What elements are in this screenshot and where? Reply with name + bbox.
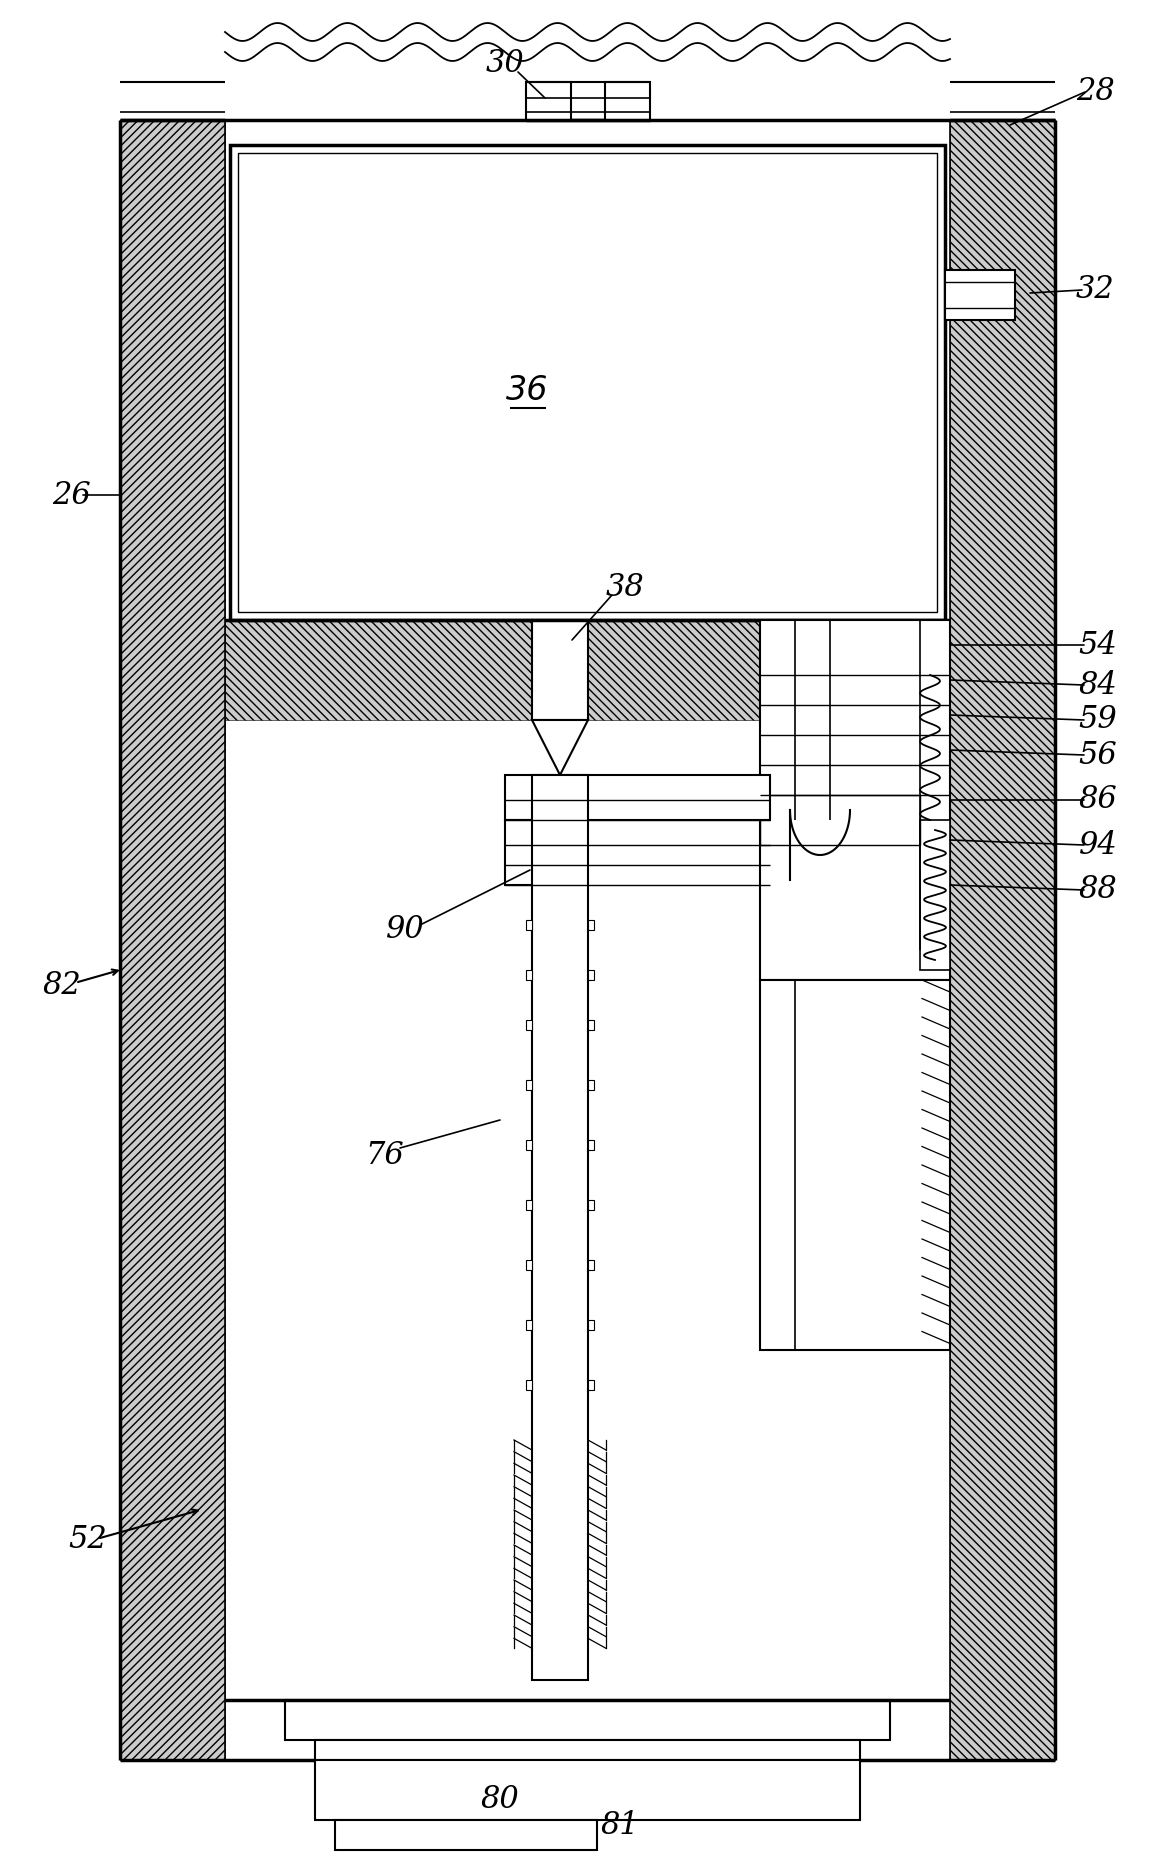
Bar: [315, 1739, 860, 1760]
Bar: [526, 969, 532, 980]
Bar: [760, 621, 794, 720]
Bar: [225, 885, 950, 1700]
Bar: [760, 980, 794, 1350]
Text: 94: 94: [1079, 829, 1117, 861]
Text: 76: 76: [365, 1139, 405, 1171]
Bar: [225, 621, 532, 720]
Polygon shape: [532, 720, 589, 775]
Bar: [532, 621, 589, 720]
Bar: [121, 119, 225, 1760]
Bar: [589, 1200, 594, 1210]
Bar: [589, 969, 594, 980]
Text: 86: 86: [1079, 785, 1117, 816]
Bar: [526, 1379, 532, 1391]
Bar: [505, 775, 770, 820]
Bar: [589, 1141, 594, 1150]
Bar: [589, 1379, 594, 1391]
Bar: [760, 980, 950, 1350]
Text: 52: 52: [69, 1525, 108, 1555]
Bar: [505, 820, 541, 885]
Bar: [526, 1260, 532, 1269]
Text: 28: 28: [1075, 76, 1114, 108]
Bar: [950, 119, 1055, 1760]
Text: 81: 81: [600, 1810, 639, 1840]
Bar: [605, 82, 649, 119]
Bar: [526, 921, 532, 930]
Bar: [526, 1200, 532, 1210]
Bar: [505, 775, 541, 820]
Bar: [315, 1760, 860, 1819]
Text: 26: 26: [53, 479, 91, 511]
Text: 88: 88: [1079, 874, 1117, 906]
Bar: [589, 621, 950, 720]
Text: 84: 84: [1079, 669, 1117, 701]
Bar: [526, 1320, 532, 1331]
Bar: [335, 1819, 597, 1849]
Bar: [532, 775, 589, 1679]
Text: 54: 54: [1079, 630, 1117, 660]
Bar: [526, 1141, 532, 1150]
Bar: [589, 1260, 594, 1269]
Bar: [526, 1020, 532, 1031]
Bar: [525, 82, 571, 119]
Bar: [920, 820, 950, 969]
Bar: [589, 1320, 594, 1331]
Bar: [760, 796, 920, 844]
Bar: [945, 270, 1016, 321]
Text: 59: 59: [1079, 705, 1117, 736]
Text: 30: 30: [486, 48, 524, 80]
Bar: [225, 119, 950, 1760]
Text: 80: 80: [481, 1784, 519, 1816]
Bar: [760, 796, 920, 844]
Bar: [230, 145, 945, 621]
Text: 32: 32: [1075, 274, 1114, 306]
Bar: [526, 1079, 532, 1090]
Bar: [589, 1020, 594, 1031]
Bar: [589, 921, 594, 930]
Text: 90: 90: [386, 915, 425, 945]
Text: 36: 36: [507, 373, 549, 406]
Bar: [760, 621, 950, 980]
Text: 56: 56: [1079, 740, 1117, 770]
Text: 38: 38: [606, 572, 645, 604]
Bar: [285, 1700, 890, 1739]
Text: 82: 82: [42, 969, 82, 1001]
Bar: [238, 153, 937, 611]
Bar: [505, 820, 541, 885]
Bar: [589, 1079, 594, 1090]
